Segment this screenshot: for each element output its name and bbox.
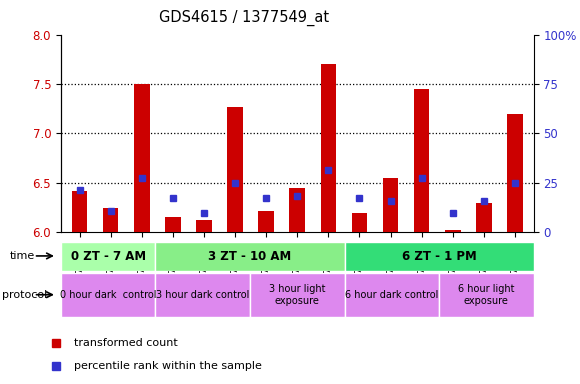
Text: 3 hour dark control: 3 hour dark control <box>156 290 249 300</box>
Text: 3 hour light
exposure: 3 hour light exposure <box>269 284 325 306</box>
Bar <box>72 191 88 232</box>
Bar <box>250 273 345 317</box>
Bar <box>507 114 523 232</box>
Text: 0 ZT - 7 AM: 0 ZT - 7 AM <box>71 250 146 263</box>
Text: 6 ZT - 1 PM: 6 ZT - 1 PM <box>402 250 476 263</box>
Text: 3 ZT - 10 AM: 3 ZT - 10 AM <box>208 250 292 263</box>
Text: time: time <box>10 251 35 261</box>
Bar <box>61 273 155 317</box>
Bar <box>196 220 212 232</box>
Bar <box>321 64 336 232</box>
Bar <box>351 213 367 232</box>
Bar <box>227 107 243 232</box>
Text: GDS4615 / 1377549_at: GDS4615 / 1377549_at <box>158 10 329 26</box>
Bar <box>383 178 398 232</box>
Text: 0 hour dark  control: 0 hour dark control <box>60 290 157 300</box>
Bar <box>258 210 274 232</box>
Bar <box>61 242 155 271</box>
Bar <box>289 188 305 232</box>
Bar <box>445 230 461 232</box>
Bar <box>103 208 118 232</box>
Bar <box>439 273 534 317</box>
Bar <box>476 203 492 232</box>
Bar <box>155 242 345 271</box>
Text: percentile rank within the sample: percentile rank within the sample <box>74 361 262 371</box>
Bar <box>345 273 439 317</box>
Text: 6 hour light
exposure: 6 hour light exposure <box>458 284 514 306</box>
Bar <box>345 242 534 271</box>
Text: transformed count: transformed count <box>74 338 177 348</box>
Bar <box>414 89 429 232</box>
Bar <box>165 217 180 232</box>
Bar <box>155 273 250 317</box>
Text: 6 hour dark control: 6 hour dark control <box>345 290 438 300</box>
Bar <box>134 84 150 232</box>
Text: protocol: protocol <box>2 290 47 300</box>
